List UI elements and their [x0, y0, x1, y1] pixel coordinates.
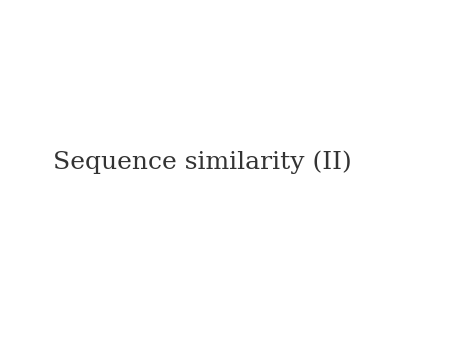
Text: Sequence similarity (II): Sequence similarity (II) — [53, 150, 352, 174]
